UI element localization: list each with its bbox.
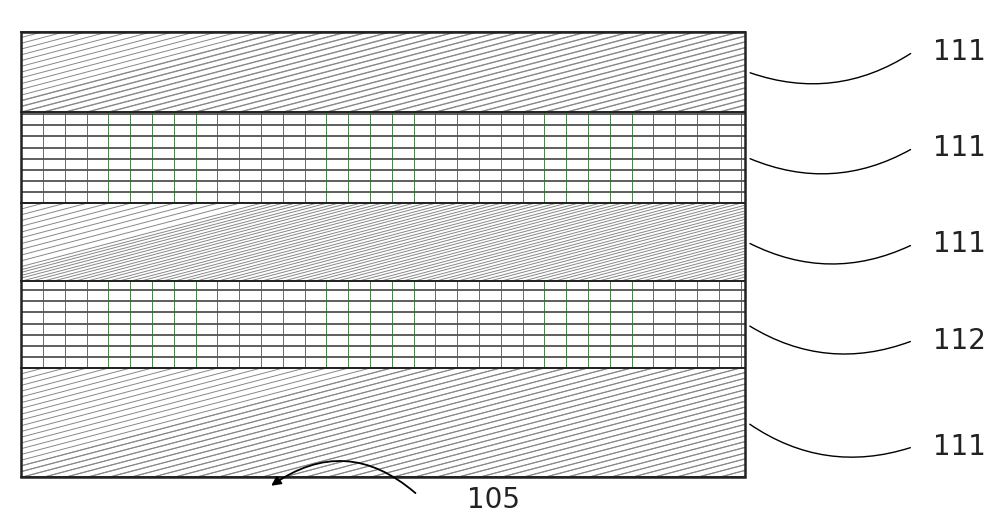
Text: 112: 112 — [933, 327, 986, 355]
Bar — [21, 281, 745, 368]
Text: 111: 111 — [933, 433, 986, 461]
Bar — [21, 368, 745, 477]
Text: 111: 111 — [933, 134, 986, 162]
Bar — [21, 112, 745, 203]
Bar — [21, 203, 745, 281]
Text: 111: 111 — [933, 231, 986, 258]
FancyArrowPatch shape — [273, 461, 415, 493]
Text: 105: 105 — [467, 486, 520, 514]
Bar — [21, 32, 745, 112]
Bar — [21, 32, 745, 477]
Text: 111: 111 — [933, 38, 986, 66]
